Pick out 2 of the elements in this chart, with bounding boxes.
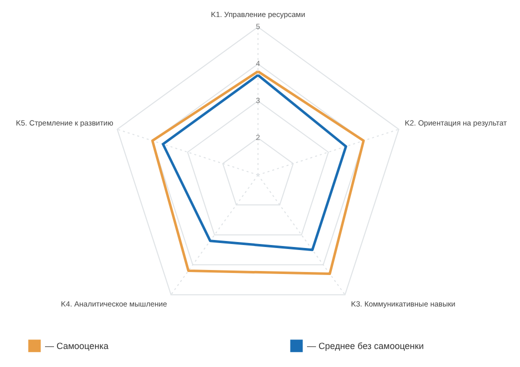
legend-label: — Среднее без самооценки — [307, 340, 424, 351]
legend-label: — Самооценка — [45, 340, 108, 351]
